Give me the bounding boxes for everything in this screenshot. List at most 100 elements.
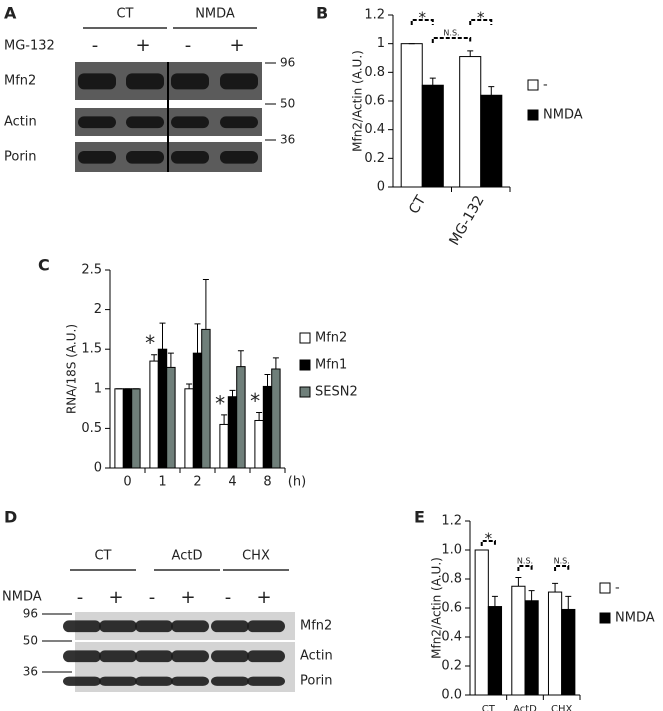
error-bar xyxy=(202,279,209,330)
bar xyxy=(201,328,211,469)
significance-label: * xyxy=(477,9,485,27)
error-bar xyxy=(159,322,166,350)
bar xyxy=(459,56,482,188)
y-tick-label: 1.0 xyxy=(441,543,462,558)
legend-label: NMDA xyxy=(543,108,583,123)
y-tick-label: 0.6 xyxy=(364,94,385,109)
lane-label: + xyxy=(108,587,123,608)
x-tick-label: 2 xyxy=(193,475,201,490)
y-axis-label: Mfn2/Actin (A.U.) xyxy=(430,557,444,659)
blot-band xyxy=(126,151,164,164)
y-tick-label: 0.0 xyxy=(441,688,462,703)
blot-band xyxy=(171,650,209,663)
blot-band xyxy=(63,620,101,633)
significance-bracket xyxy=(469,19,493,25)
error-bar xyxy=(186,383,193,389)
lane-label: + xyxy=(135,35,150,56)
blot-band xyxy=(126,116,164,129)
marker-label: 36 xyxy=(280,133,295,147)
group-label: CT xyxy=(94,549,111,564)
bar xyxy=(122,388,133,469)
bar xyxy=(149,360,159,469)
blot-band xyxy=(171,73,209,90)
legend-label: SESN2 xyxy=(315,385,358,400)
bar xyxy=(184,388,194,469)
bar xyxy=(254,419,264,469)
blot-band xyxy=(220,73,258,90)
x-tick-label: 0 xyxy=(123,475,131,490)
blot-band xyxy=(126,73,164,90)
bar xyxy=(511,585,526,696)
lane-label: - xyxy=(185,35,192,56)
blot-band xyxy=(135,620,173,633)
panel-letter: A xyxy=(4,4,17,23)
row-label: Porin xyxy=(4,150,37,165)
bar xyxy=(262,385,273,469)
bar xyxy=(157,348,168,469)
significance-bracket xyxy=(431,37,472,43)
y-tick-label: 1.2 xyxy=(364,8,385,23)
blot-band xyxy=(171,620,209,633)
error-bar xyxy=(515,577,522,587)
marker-label: 36 xyxy=(23,665,38,679)
treatment-label: NMDA xyxy=(2,590,42,605)
panel-letter: E xyxy=(414,508,425,527)
blot-band xyxy=(211,676,249,686)
y-tick-label: 0.2 xyxy=(364,151,385,166)
x-tick-label: ActD xyxy=(513,704,537,711)
bar xyxy=(271,368,281,469)
y-tick-label: 0.8 xyxy=(441,572,462,587)
y-tick-label: 1.5 xyxy=(81,342,102,357)
legend-swatch xyxy=(599,582,611,594)
panel-letter: C xyxy=(38,256,50,275)
error-bar xyxy=(488,86,495,96)
error-bar xyxy=(221,414,228,425)
error-bar xyxy=(272,357,279,369)
bar xyxy=(131,388,141,469)
legend-swatch xyxy=(299,386,311,398)
blot-band xyxy=(211,650,249,663)
significance-label: * xyxy=(485,530,493,548)
blot-band xyxy=(171,676,209,686)
significance-star: * xyxy=(215,391,225,415)
panel-letter: B xyxy=(316,4,328,23)
error-bar xyxy=(256,412,263,421)
error-bar xyxy=(429,77,436,86)
blot-band xyxy=(220,116,258,129)
lane-label: + xyxy=(256,587,271,608)
blot-band xyxy=(99,650,137,663)
blot-band xyxy=(135,676,173,686)
blot-band xyxy=(211,620,249,633)
row-label: Mfn2 xyxy=(4,74,36,89)
error-bar xyxy=(151,354,158,362)
legend-label: - xyxy=(543,78,548,93)
blot-band xyxy=(63,650,101,663)
y-tick-label: 0.6 xyxy=(441,601,462,616)
marker-label: 50 xyxy=(280,97,295,111)
blot-band xyxy=(171,116,209,129)
x-tick-label: CT xyxy=(482,704,496,711)
bar xyxy=(166,366,176,469)
significance-label: N.S. xyxy=(554,557,570,566)
error-bar xyxy=(491,595,498,607)
y-axis-label: Mfn2/Actin (A.U.) xyxy=(351,50,365,152)
y-tick-label: 0.8 xyxy=(364,65,385,80)
legend-label: - xyxy=(615,581,620,596)
x-tick-label: MG-132 xyxy=(446,193,487,248)
group-label: ActD xyxy=(172,549,203,564)
treatment-label: MG-132 xyxy=(4,39,55,54)
error-bar xyxy=(194,323,201,354)
blot-band xyxy=(78,73,116,90)
y-axis-label: RNA/18S (A.U.) xyxy=(65,324,79,414)
x-axis-label: (h) xyxy=(288,475,306,490)
y-tick-label: 0 xyxy=(377,180,385,195)
group-label: NMDA xyxy=(195,7,235,22)
group-label: CT xyxy=(116,7,133,22)
legend-label: Mfn1 xyxy=(315,358,347,373)
x-tick-label: 1 xyxy=(158,475,166,490)
x-tick-label: 8 xyxy=(263,475,271,490)
row-label: Actin xyxy=(4,115,37,130)
significance-bracket xyxy=(480,540,496,546)
error-bar xyxy=(167,352,174,368)
y-tick-label: 0.2 xyxy=(441,659,462,674)
